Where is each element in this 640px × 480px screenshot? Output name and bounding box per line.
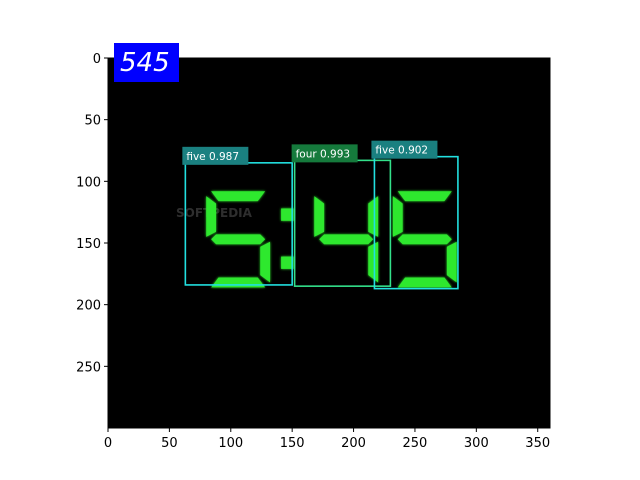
x-tick-label: 300: [464, 436, 489, 451]
digit-segment: [397, 191, 452, 202]
colon-dot: [281, 208, 294, 221]
x-tick-label: 250: [403, 436, 428, 451]
digit-segment: [397, 234, 452, 245]
title-label: 545: [120, 48, 170, 78]
y-tick-label: 50: [84, 114, 101, 129]
detection-label: four 0.993: [296, 148, 351, 160]
y-axis: 0 50 100 150 200 250: [76, 52, 108, 375]
digit-segment: [368, 241, 379, 283]
detection-label-bg: [371, 140, 438, 159]
detection-label-bg: [291, 144, 358, 163]
digit-segment: [368, 196, 379, 237]
digit-segment: [314, 196, 325, 237]
y-tick-label: 150: [76, 237, 101, 252]
y-tick-label: 200: [76, 299, 101, 314]
digit-segment: [211, 277, 266, 288]
x-tick-label: 50: [161, 436, 178, 451]
digit-segment: [446, 241, 457, 283]
y-tick-label: 100: [76, 175, 101, 190]
y-tick-label: 0: [93, 52, 101, 67]
detection-boxes: five 0.987 four 0.993 five 0.902: [182, 140, 459, 290]
detection-label-bg: [182, 146, 249, 165]
digit-segment: [260, 241, 271, 283]
detection-label: five 0.902: [375, 145, 428, 157]
digit-segment: [211, 191, 266, 202]
title-badge: [114, 43, 179, 82]
colon-dot: [281, 256, 294, 269]
x-tick-label: 350: [525, 436, 550, 451]
x-tick-label: 150: [280, 436, 305, 451]
x-tick-label: 100: [218, 436, 243, 451]
x-tick-label: 200: [341, 436, 366, 451]
digit-segment: [392, 196, 403, 237]
digit-segment: [319, 234, 374, 245]
digit-segment: [206, 196, 217, 237]
digit-segment: [397, 277, 452, 288]
digit-segment: [211, 234, 266, 245]
y-tick-label: 250: [76, 360, 101, 375]
x-axis: 0 50 100 150 200 250 300 350: [104, 428, 550, 451]
x-tick-label: 0: [104, 436, 112, 451]
detection-label: five 0.987: [186, 151, 239, 163]
